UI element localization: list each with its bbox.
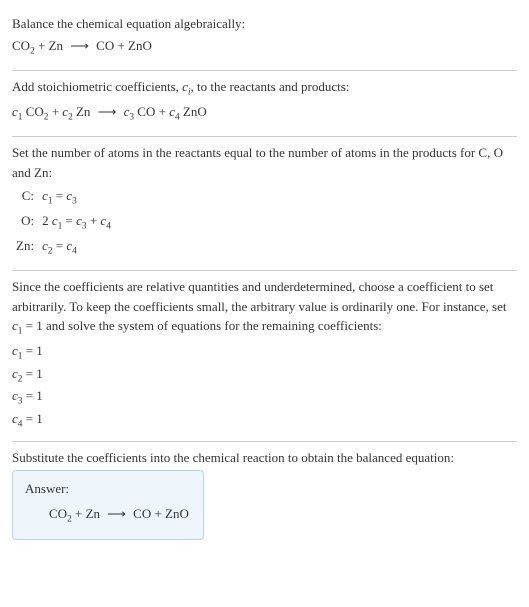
element-equation: c2 = c4 [42,236,117,261]
intro-text: Balance the chemical equation algebraica… [12,14,517,34]
reaction-arrow: ⟶ [100,506,133,521]
eq-mid: = [62,213,76,228]
section-answer: Substitute the coefficients into the che… [12,442,517,550]
eq-plus: + [87,213,101,228]
reaction-arrow: ⟶ [63,38,96,53]
coef-val: = 1 [22,388,42,403]
coef-val: = 1 [22,411,42,426]
plus-1: + [48,104,62,119]
coef-val: = 1 [22,343,42,358]
reactant-co2: CO [49,506,67,521]
list-item: c4 = 1 [12,409,517,432]
table-row: C: c1 = c3 [16,186,117,211]
element-label: O: [16,211,42,236]
list-item: c3 = 1 [12,386,517,409]
element-label: Zn: [16,236,42,261]
species-co2: CO [22,104,43,119]
table-row: Zn: c2 = c4 [16,236,117,261]
coef-n: 4 [106,222,111,232]
solve-para-a: Since the coefficients are relative quan… [12,279,507,314]
plus-2: + [155,104,169,119]
unbalanced-equation: CO2 + Zn ⟶ CO + ZnO [12,36,517,59]
section-balance-intro: Balance the chemical equation algebraica… [12,8,517,70]
element-label: C: [16,186,42,211]
reactant-zn: + Zn [35,38,63,53]
products: CO + ZnO [133,506,189,521]
atom-balance-intro: Set the number of atoms in the reactants… [12,143,517,182]
stoich-intro: Add stoichiometric coefficients, ci, to … [12,77,517,100]
list-item: c1 = 1 [12,341,517,364]
table-row: O: 2 c1 = c3 + c4 [16,211,117,236]
coef-n: 3 [72,197,77,207]
section-add-coeffs: Add stoichiometric coefficients, ci, to … [12,71,517,136]
species-zno: ZnO [180,104,207,119]
list-item: c2 = 1 [12,364,517,387]
solve-para-b: = 1 and solve the system of equations fo… [22,318,381,333]
reaction-arrow-2: ⟶ [90,104,123,119]
answer-label: Answer: [25,479,189,499]
eq-mid: = [53,188,67,203]
element-equation: c1 = c3 [42,186,117,211]
eq-mid: = [53,238,67,253]
species-co: CO [134,104,155,119]
coefficient-solutions: c1 = 1 c2 = 1 c3 = 1 c4 = 1 [12,341,517,432]
atom-equations-table: C: c1 = c3 O: 2 c1 = c3 + c4 Zn: c2 = c4 [16,186,117,260]
solve-intro: Since the coefficients are relative quan… [12,277,517,339]
reactant-co2: CO [12,38,30,53]
section-solve: Since the coefficients are relative quan… [12,271,517,441]
answer-box: Answer: CO2 + Zn ⟶ CO + ZnO [12,470,204,540]
intro-part-a: Add stoichiometric coefficients, [12,79,182,94]
products: CO + ZnO [96,38,152,53]
species-zn: Zn [73,104,91,119]
substitute-intro: Substitute the coefficients into the che… [12,448,517,468]
pre-mult: 2 [42,213,52,228]
coef-n: 4 [72,246,77,256]
balanced-equation: CO2 + Zn ⟶ CO + ZnO [25,504,189,527]
coeff-equation: c1 CO2 + c2 Zn ⟶ c3 CO + c4 ZnO [12,102,517,125]
intro-part-b: , to the reactants and products: [191,79,350,94]
coef-val: = 1 [22,366,42,381]
element-equation: 2 c1 = c3 + c4 [42,211,117,236]
section-atom-balance: Set the number of atoms in the reactants… [12,137,517,270]
reactant-zn: + Zn [72,506,100,521]
